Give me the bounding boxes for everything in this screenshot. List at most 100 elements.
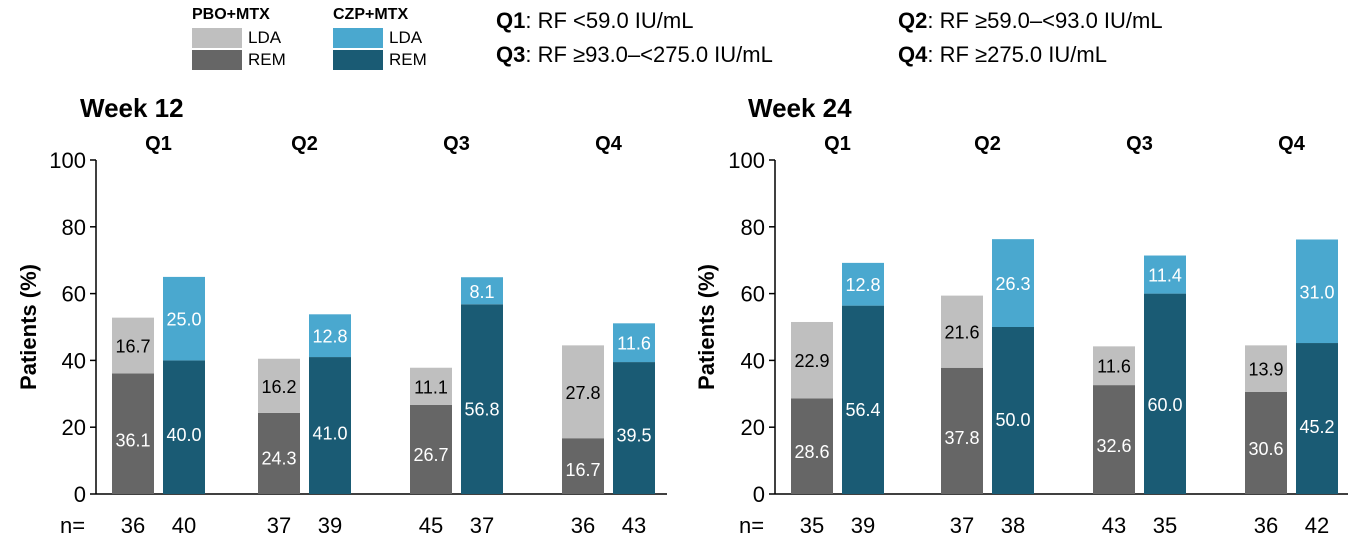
y-tick-label-w24-40: 40 <box>741 348 765 373</box>
category-label-w24-q4: Q4 <box>1278 133 1306 155</box>
data-label-rem-w12-q1-czp: 40.0 <box>166 425 201 445</box>
data-label-rem-w24-q3-czp: 60.0 <box>1147 395 1182 415</box>
data-label-lda-w12-q2-czp: 12.8 <box>312 327 347 347</box>
data-label-rem-w12-q4-czp: 39.5 <box>616 426 651 446</box>
n-label-w12: n= <box>60 513 85 538</box>
category-label-w12-q4: Q4 <box>595 133 623 155</box>
category-label-w24-q3: Q3 <box>1126 133 1153 155</box>
legend-label-pbo-lda: LDA <box>248 28 282 47</box>
bar-lda-w24-q1-pbo <box>791 321 833 399</box>
y-tick-label-w24-0: 0 <box>753 482 765 507</box>
category-label-w12-q2: Q2 <box>291 133 318 155</box>
data-label-lda-w12-q4-czp: 11.6 <box>617 334 651 354</box>
n-value-w24-q4-czp: 42 <box>1305 513 1329 538</box>
bar-rem-w12-q4-pbo <box>562 438 604 494</box>
data-label-lda-w24-q4-czp: 31.0 <box>1299 282 1334 302</box>
legend-swatch-czp-lda <box>333 28 383 48</box>
y-tick-label-w24-80: 80 <box>741 215 765 240</box>
y-tick-label-w24-20: 20 <box>741 415 765 440</box>
bar-rem-w24-q2-pbo <box>941 367 983 494</box>
bar-lda-w12-q4-czp <box>613 323 655 363</box>
legend-item-pbo-lda: LDA <box>192 28 281 48</box>
bar-rem-w12-q3-czp <box>461 304 503 494</box>
bar-rem-w24-q3-pbo <box>1093 385 1135 494</box>
data-label-lda-w12-q4-pbo: 27.8 <box>565 383 600 403</box>
n-value-w12-q2-pbo: 37 <box>267 513 291 538</box>
bar-lda-w24-q4-pbo <box>1245 345 1287 392</box>
y-tick-label-w12-80: 80 <box>62 215 86 240</box>
bar-lda-w12-q4-pbo <box>562 345 604 439</box>
n-value-w12-q1-pbo: 36 <box>121 513 145 538</box>
chart-title-w24: Week 24 <box>748 93 852 123</box>
bar-lda-w24-q4-czp <box>1296 239 1338 344</box>
data-label-rem-w24-q3-pbo: 32.6 <box>1096 436 1131 456</box>
y-tick-label-w12-100: 100 <box>49 148 86 173</box>
bar-lda-w24-q3-czp <box>1144 255 1186 294</box>
legend-item-czp-lda: LDA <box>333 28 422 48</box>
data-label-lda-w12-q1-czp: 25.0 <box>166 310 201 330</box>
n-label-w24: n= <box>739 513 764 538</box>
bar-rem-w24-q3-czp <box>1144 293 1186 494</box>
quartile-def-q2: Q2: RF ≥59.0–<93.0 IU/mL <box>898 8 1163 33</box>
bar-rem-w24-q1-pbo <box>791 398 833 494</box>
data-label-lda-w24-q1-pbo: 22.9 <box>794 351 829 371</box>
data-label-lda-w24-q1-czp: 12.8 <box>845 275 880 295</box>
y-tick-label-w12-40: 40 <box>62 348 86 373</box>
category-label-w12-q3: Q3 <box>443 133 470 155</box>
legend-label-czp-rem: REM <box>389 50 427 69</box>
data-label-rem-w24-q1-czp: 56.4 <box>845 400 880 420</box>
n-value-w12-q3-pbo: 45 <box>419 513 443 538</box>
bar-rem-w12-q4-czp <box>613 362 655 494</box>
n-value-w24-q4-pbo: 36 <box>1254 513 1278 538</box>
bar-rem-w24-q4-pbo <box>1245 391 1287 494</box>
bar-rem-w12-q3-pbo <box>410 404 452 494</box>
data-label-rem-w12-q2-czp: 41.0 <box>312 423 347 443</box>
data-label-lda-w24-q2-pbo: 21.6 <box>944 323 979 343</box>
quartile-def-q3: Q3: RF ≥93.0–<275.0 IU/mL <box>496 42 773 67</box>
legend-item-pbo-rem: REM <box>192 50 286 70</box>
data-label-lda-w24-q4-pbo: 13.9 <box>1248 360 1283 380</box>
n-value-w24-q2-czp: 38 <box>1001 513 1025 538</box>
bar-lda-w24-q1-czp <box>842 262 884 306</box>
data-label-lda-w24-q3-czp: 11.4 <box>1148 266 1182 286</box>
bar-lda-w12-q1-czp <box>163 276 205 361</box>
y-tick-label-w12-20: 20 <box>62 415 86 440</box>
legend-swatch-pbo-lda <box>192 28 242 48</box>
legend-title-czp: CZP+MTX <box>333 6 409 23</box>
category-label-w12-q1: Q1 <box>145 133 172 155</box>
data-label-rem-w12-q1-pbo: 36.1 <box>115 431 150 451</box>
category-label-w24-q2: Q2 <box>974 133 1001 155</box>
legend-item-czp-rem: REM <box>333 50 427 70</box>
data-label-rem-w12-q4-pbo: 16.7 <box>565 460 600 480</box>
n-value-w24-q2-pbo: 37 <box>950 513 974 538</box>
y-tick-label-w24-100: 100 <box>728 148 765 173</box>
n-value-w24-q1-pbo: 35 <box>800 513 824 538</box>
data-label-rem-w12-q3-pbo: 26.7 <box>413 445 448 465</box>
category-label-w24-q1: Q1 <box>824 133 851 155</box>
bar-lda-w12-q3-czp <box>461 277 503 305</box>
y-tick-label-w24-60: 60 <box>741 282 765 307</box>
legend-swatch-pbo-rem <box>192 50 242 70</box>
bar-rem-w24-q4-czp <box>1296 343 1338 494</box>
n-value-w12-q3-czp: 37 <box>470 513 494 538</box>
data-label-lda-w24-q2-czp: 26.3 <box>995 274 1030 294</box>
legend-swatch-czp-rem <box>333 50 383 70</box>
bar-rem-w24-q1-czp <box>842 305 884 494</box>
legend-title-pbo: PBO+MTX <box>192 6 270 23</box>
data-label-lda-w12-q1-pbo: 16.7 <box>115 337 150 357</box>
bar-rem-w12-q1-czp <box>163 360 205 494</box>
y-axis-label-w12: Patients (%) <box>16 264 41 390</box>
quartile-def-q4: Q4: RF ≥275.0 IU/mL <box>898 42 1107 67</box>
bar-lda-w12-q2-czp <box>309 314 351 358</box>
legend-label-pbo-rem: REM <box>248 50 286 69</box>
bar-lda-w12-q2-pbo <box>258 358 300 413</box>
data-label-rem-w12-q2-pbo: 24.3 <box>261 448 296 468</box>
bar-lda-w24-q2-pbo <box>941 295 983 368</box>
bar-rem-w12-q2-pbo <box>258 412 300 494</box>
data-label-rem-w24-q1-pbo: 28.6 <box>794 442 829 462</box>
data-label-rem-w12-q3-czp: 56.8 <box>464 400 499 420</box>
quartile-def-q1: Q1: RF <59.0 IU/mL <box>496 8 694 33</box>
data-label-rem-w24-q4-czp: 45.2 <box>1299 417 1334 437</box>
bar-rem-w12-q1-pbo <box>112 373 154 494</box>
bar-rem-w12-q2-czp <box>309 357 351 494</box>
